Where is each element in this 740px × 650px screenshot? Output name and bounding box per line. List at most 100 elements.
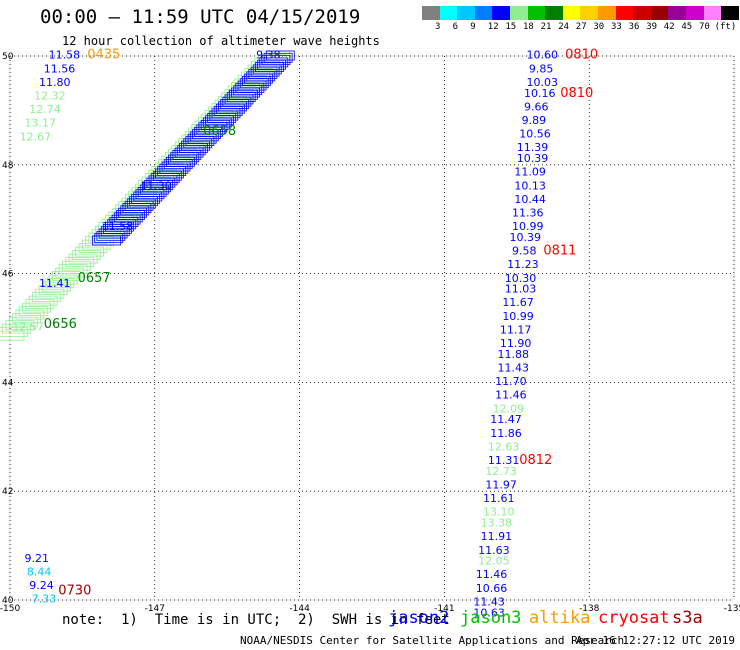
wave-height-value: 9.66 xyxy=(524,100,549,113)
color-scale-label: 3 xyxy=(435,22,441,32)
color-scale-labels: 3 6 9 12 15 18 21 24 27 30 33 36 39 42 45 70 (ft) xyxy=(422,22,740,34)
color-scale-label: 36 xyxy=(628,22,640,32)
color-scale-swatch xyxy=(457,6,475,20)
swath-mark xyxy=(25,299,55,310)
color-scale-swatch xyxy=(703,6,722,20)
wave-height-value: 10.39 xyxy=(517,152,549,165)
color-scale-swatch xyxy=(562,6,581,20)
swath-mark xyxy=(52,271,81,282)
pass-time-label: 0656 xyxy=(44,317,77,332)
swath-mark xyxy=(161,155,191,166)
wave-height-value: 11.67 xyxy=(502,296,534,309)
wave-height-value: 9.21 xyxy=(24,552,49,565)
swath-mark xyxy=(265,50,295,61)
swath-mark xyxy=(231,82,261,92)
longitude-tick-label: -141 xyxy=(434,604,454,614)
wave-height-value: 12.74 xyxy=(29,103,61,116)
wave-height-value: 10.56 xyxy=(519,128,551,141)
pass-time-label: 0435 xyxy=(87,48,120,63)
swath-mark xyxy=(78,243,108,254)
swath-mark xyxy=(174,141,204,152)
swath-mark xyxy=(35,288,65,299)
color-scale-label: 39 xyxy=(646,22,658,32)
swath-mark xyxy=(168,148,197,159)
wave-height-value: 7.33 xyxy=(32,593,57,606)
pass-time-label: 0811 xyxy=(543,244,576,259)
pass-time-label: 0810 xyxy=(565,48,598,63)
wave-height-value: 11.63 xyxy=(478,544,510,557)
color-scale-label: 42 xyxy=(663,22,675,32)
wave-height-value: 11.70 xyxy=(495,375,526,388)
color-scale-swatch xyxy=(685,6,704,20)
longitude-tick-label: -135 xyxy=(724,604,740,614)
color-scale-label: 12 xyxy=(487,22,499,32)
color-scale-swatch xyxy=(633,6,651,20)
wave-height-value: 11.88 xyxy=(497,348,529,361)
swath-mark xyxy=(194,120,224,131)
footer-note: note: 1) Time is in UTC; 2) SWH is in fe… xyxy=(62,612,450,628)
wave-height-value: 11.46 xyxy=(476,568,508,581)
wave-height-value: 10.99 xyxy=(512,220,544,233)
color-scale-swatch xyxy=(668,6,686,20)
longitude-tick-label: -138 xyxy=(579,604,600,614)
legend-altika: altika xyxy=(529,608,591,628)
wave-height-value: 11.39 xyxy=(517,141,549,154)
color-scale-swatch xyxy=(597,6,616,20)
wave-height-value: 12.67 xyxy=(20,130,52,143)
wave-height-value: 9.85 xyxy=(529,62,554,75)
wave-height-value: 9.38 xyxy=(256,49,281,62)
swath-mark xyxy=(75,246,105,257)
pass-time-label: 0812 xyxy=(519,453,552,468)
wave-height-value: 10.13 xyxy=(514,179,546,192)
legend-s3a: s3a xyxy=(672,608,703,628)
color-scale-label: 18 xyxy=(523,22,534,32)
wave-height-value: 11.17 xyxy=(500,323,532,336)
swath-mark xyxy=(28,295,58,306)
wave-height-value: 11.91 xyxy=(481,530,512,543)
color-scale-label: 27 xyxy=(575,22,587,32)
wave-height-value: 9.58 xyxy=(512,245,537,258)
wave-height-value: 10.03 xyxy=(526,76,558,89)
color-scale-label: 6 xyxy=(452,22,459,32)
wave-height-value: 11.31 xyxy=(488,454,519,467)
wave-height-value: 11.61 xyxy=(483,492,514,505)
latitude-tick-label: 50 xyxy=(2,52,14,62)
wave-height-value: 12.57 xyxy=(12,321,44,334)
color-scale-swatch xyxy=(422,6,440,20)
latitude-tick-label: 44 xyxy=(2,378,14,388)
legend-jason2: jason2 xyxy=(388,608,450,628)
color-scale-swatch xyxy=(580,6,598,20)
color-scale-label: 45 xyxy=(681,22,693,32)
swath-mark xyxy=(181,134,211,145)
wave-height-value: 11.56 xyxy=(44,62,76,75)
wave-height-value: 11.36 xyxy=(512,206,544,219)
swath-mark xyxy=(237,75,267,85)
swath-mark xyxy=(85,236,114,247)
longitude-tick-label: -147 xyxy=(145,604,165,614)
wave-height-value: 11.47 xyxy=(490,413,521,426)
wave-height-value: 11.30 xyxy=(140,179,172,192)
page-subtitle: 12 hour collection of altimeter wave hei… xyxy=(62,34,380,48)
legend-cryosat: cryosat xyxy=(598,608,670,628)
swath-mark xyxy=(141,176,171,187)
color-scale-swatch xyxy=(545,6,563,20)
color-scale-label: (ft) xyxy=(714,22,737,32)
altimeter-swaths xyxy=(0,50,295,341)
wave-height-value: 10.39 xyxy=(510,231,542,244)
swath-mark xyxy=(224,89,254,99)
color-scale-swatch xyxy=(439,6,458,20)
wave-height-value: 11.41 xyxy=(39,277,71,290)
longitude-tick-label: -150 xyxy=(0,604,20,614)
wave-height-value: 9.24 xyxy=(29,579,54,592)
wave-height-value: 13.17 xyxy=(24,117,56,130)
swath-mark xyxy=(48,274,78,285)
wave-height-value: 11.09 xyxy=(514,166,546,179)
wave-height-value: 11.90 xyxy=(500,337,532,350)
color-scale-swatch xyxy=(509,6,528,20)
pass-time-label: 0730 xyxy=(58,584,91,599)
swath-mark xyxy=(61,260,91,271)
wave-height-value: 12.09 xyxy=(493,402,524,415)
wave-height-value: 10.66 xyxy=(476,582,508,595)
pass-time-label: 0810 xyxy=(560,86,593,101)
